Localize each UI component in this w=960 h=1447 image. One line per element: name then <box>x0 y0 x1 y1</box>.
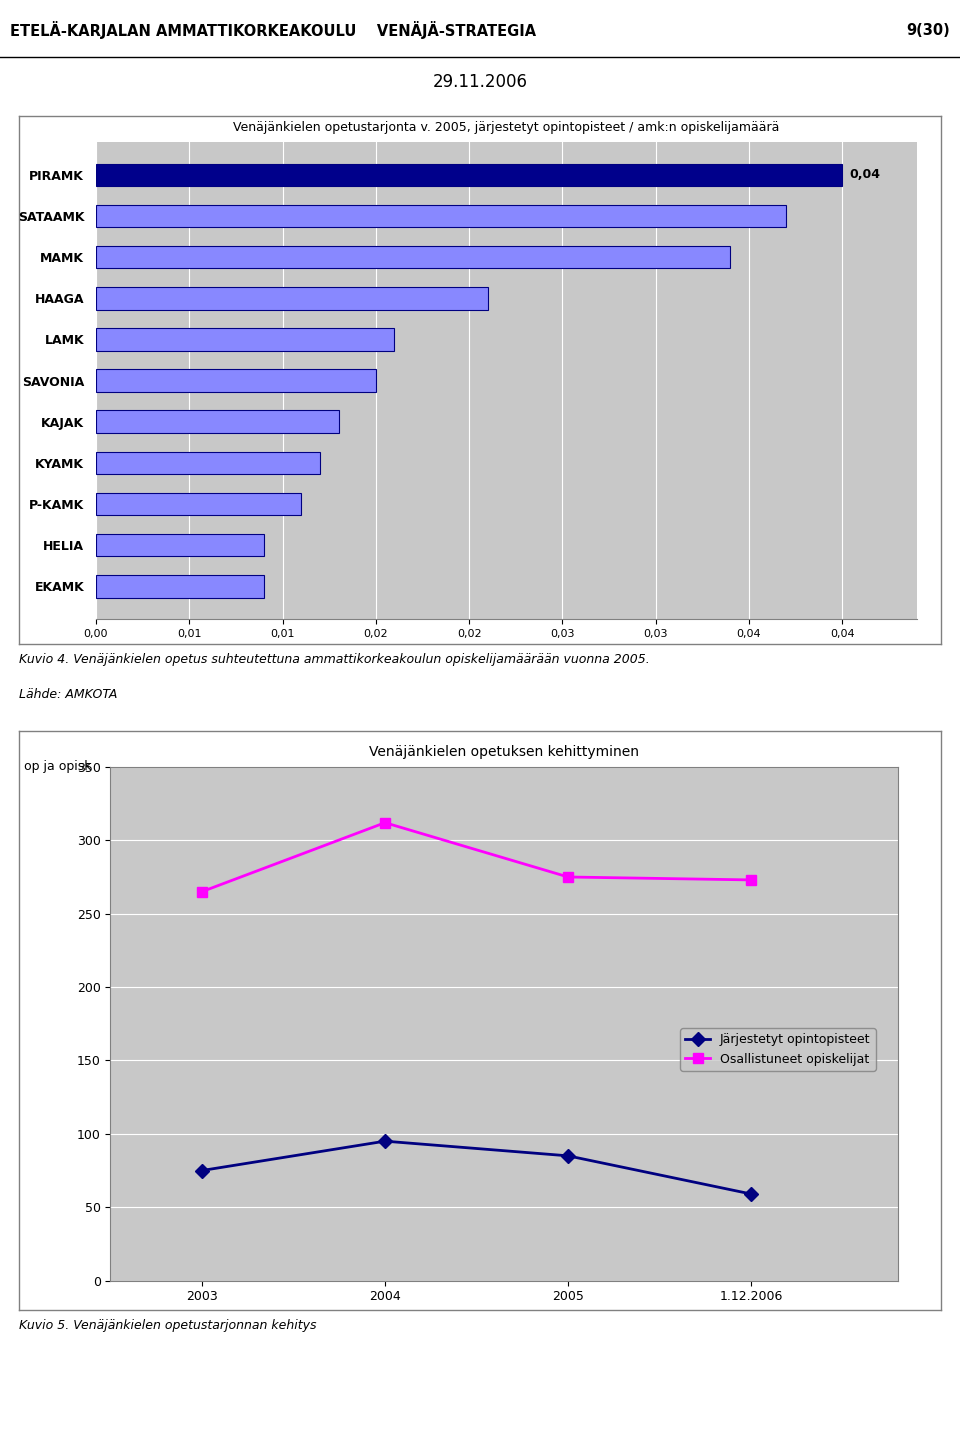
Bar <box>96 451 320 475</box>
Bar <box>96 534 264 557</box>
Text: Kuvio 4. Venäjänkielen opetus suhteutettuna ammattikorkeakoulun opiskelijamäärää: Kuvio 4. Venäjänkielen opetus suhteutett… <box>19 653 650 666</box>
Bar <box>96 492 301 515</box>
Text: Lähde: AMKOTA: Lähde: AMKOTA <box>19 687 117 700</box>
Text: Kuvio 5. Venäjänkielen opetustarjonnan kehitys: Kuvio 5. Venäjänkielen opetustarjonnan k… <box>19 1320 317 1333</box>
Bar <box>96 574 264 598</box>
Bar <box>96 246 731 269</box>
Text: 9(30): 9(30) <box>906 23 950 38</box>
Text: 29.11.2006: 29.11.2006 <box>433 74 527 91</box>
Text: 0,04: 0,04 <box>850 168 880 181</box>
Bar <box>96 287 488 310</box>
Bar <box>96 204 786 227</box>
Bar <box>96 411 339 433</box>
Title: Venäjänkielen opetuksen kehittyminen: Venäjänkielen opetuksen kehittyminen <box>369 745 639 758</box>
Title: Venäjänkielen opetustarjonta v. 2005, järjestetyt opintopisteet / amk:n opiskeli: Venäjänkielen opetustarjonta v. 2005, jä… <box>233 120 780 133</box>
Text: ETELÄ-KARJALAN AMMATTIKORKEAKOULU    VENÄJÄ-STRATEGIA: ETELÄ-KARJALAN AMMATTIKORKEAKOULU VENÄJÄ… <box>10 22 536 39</box>
Bar <box>96 328 395 350</box>
Legend: Järjestetyt opintopisteet, Osallistuneet opiskelijat: Järjestetyt opintopisteet, Osallistuneet… <box>680 1029 876 1071</box>
Text: op ja opisk: op ja opisk <box>24 761 91 773</box>
Bar <box>96 164 842 187</box>
Bar <box>96 369 375 392</box>
